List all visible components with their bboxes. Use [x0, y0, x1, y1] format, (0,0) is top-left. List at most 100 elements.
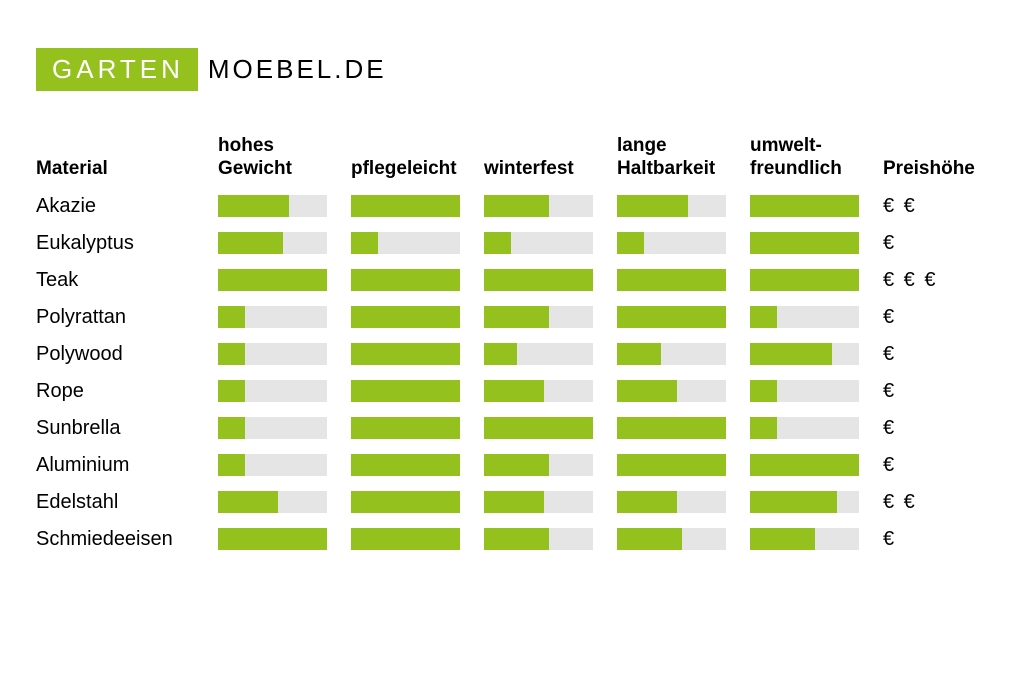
- bar-track: [617, 232, 726, 254]
- bar-fill: [750, 195, 859, 217]
- bar-cell-weight: [218, 269, 351, 291]
- bar-fill: [484, 454, 549, 476]
- header-price: Preishöhe: [883, 158, 983, 181]
- bar-fill: [617, 306, 726, 328]
- bar-track: [484, 306, 593, 328]
- material-label: Eukalyptus: [36, 232, 218, 255]
- bar-fill: [351, 491, 460, 513]
- material-label: Rope: [36, 380, 218, 403]
- bar-fill: [750, 454, 859, 476]
- bar-track: [617, 269, 726, 291]
- bar-fill: [484, 380, 544, 402]
- bar-cell-durability: [617, 269, 750, 291]
- bar-track: [218, 528, 327, 550]
- bar-cell-weight: [218, 195, 351, 217]
- bar-cell-winterproof: [484, 195, 617, 217]
- bar-fill: [750, 528, 815, 550]
- bar-fill: [750, 306, 777, 328]
- bar-fill: [218, 417, 245, 439]
- bar-fill: [484, 528, 549, 550]
- bar-track: [351, 417, 460, 439]
- bar-fill: [750, 343, 832, 365]
- table-row: Polywood €: [36, 343, 988, 366]
- price-cell: € € €: [883, 269, 983, 292]
- bar-track: [218, 269, 327, 291]
- bar-cell-easy_care: [351, 491, 484, 513]
- bar-fill: [218, 343, 245, 365]
- bar-cell-winterproof: [484, 380, 617, 402]
- bar-track: [750, 380, 859, 402]
- bar-track: [218, 232, 327, 254]
- bar-cell-easy_care: [351, 528, 484, 550]
- bar-cell-eco: [750, 491, 883, 513]
- bar-track: [484, 454, 593, 476]
- bar-cell-easy_care: [351, 195, 484, 217]
- bar-track: [351, 528, 460, 550]
- bar-cell-easy_care: [351, 232, 484, 254]
- material-label: Sunbrella: [36, 417, 218, 440]
- bar-cell-winterproof: [484, 491, 617, 513]
- bar-cell-easy_care: [351, 417, 484, 439]
- table-row: Rope €: [36, 380, 988, 403]
- page-root: GARTEN MOEBEL.DE Materialhohes Gewichtpf…: [0, 0, 1024, 601]
- bar-track: [750, 232, 859, 254]
- bar-track: [617, 528, 726, 550]
- bar-fill: [484, 232, 511, 254]
- bar-cell-weight: [218, 491, 351, 513]
- bar-track: [484, 380, 593, 402]
- bar-fill: [617, 232, 644, 254]
- bar-fill: [351, 306, 460, 328]
- bar-fill: [351, 269, 460, 291]
- price-cell: €: [883, 343, 983, 366]
- bar-track: [218, 306, 327, 328]
- bar-fill: [617, 491, 677, 513]
- bar-cell-durability: [617, 417, 750, 439]
- header-material: Material: [36, 158, 218, 181]
- bar-track: [218, 491, 327, 513]
- bar-track: [617, 380, 726, 402]
- material-label: Polywood: [36, 343, 218, 366]
- bar-track: [218, 417, 327, 439]
- bar-cell-durability: [617, 232, 750, 254]
- bar-track: [617, 417, 726, 439]
- bar-fill: [750, 269, 859, 291]
- header-winterproof: winterfest: [484, 158, 617, 181]
- bar-cell-weight: [218, 343, 351, 365]
- table-row: Sunbrella €: [36, 417, 988, 440]
- bar-cell-durability: [617, 195, 750, 217]
- bar-cell-winterproof: [484, 306, 617, 328]
- bar-cell-winterproof: [484, 232, 617, 254]
- bar-track: [218, 454, 327, 476]
- bar-cell-eco: [750, 528, 883, 550]
- bar-fill: [750, 417, 777, 439]
- bar-track: [750, 454, 859, 476]
- bar-cell-weight: [218, 417, 351, 439]
- bar-track: [750, 306, 859, 328]
- bar-fill: [484, 269, 593, 291]
- bar-track: [484, 232, 593, 254]
- price-cell: €: [883, 528, 983, 551]
- bar-fill: [617, 528, 682, 550]
- price-cell: €: [883, 380, 983, 403]
- bar-fill: [351, 195, 460, 217]
- price-cell: € €: [883, 195, 983, 218]
- bar-track: [351, 306, 460, 328]
- bar-fill: [218, 232, 283, 254]
- bar-track: [750, 528, 859, 550]
- bar-track: [484, 195, 593, 217]
- table-row: Aluminium€: [36, 454, 988, 477]
- bar-fill: [351, 417, 460, 439]
- price-cell: €: [883, 417, 983, 440]
- bar-track: [484, 491, 593, 513]
- header-durability: lange Haltbarkeit: [617, 135, 750, 181]
- bar-fill: [351, 232, 378, 254]
- bar-track: [351, 454, 460, 476]
- bar-cell-winterproof: [484, 528, 617, 550]
- bar-cell-durability: [617, 343, 750, 365]
- bar-fill: [218, 269, 327, 291]
- material-label: Schmiedeeisen: [36, 528, 218, 551]
- bar-track: [750, 269, 859, 291]
- bar-cell-eco: [750, 306, 883, 328]
- material-label: Polyrattan: [36, 306, 218, 329]
- bar-fill: [750, 380, 777, 402]
